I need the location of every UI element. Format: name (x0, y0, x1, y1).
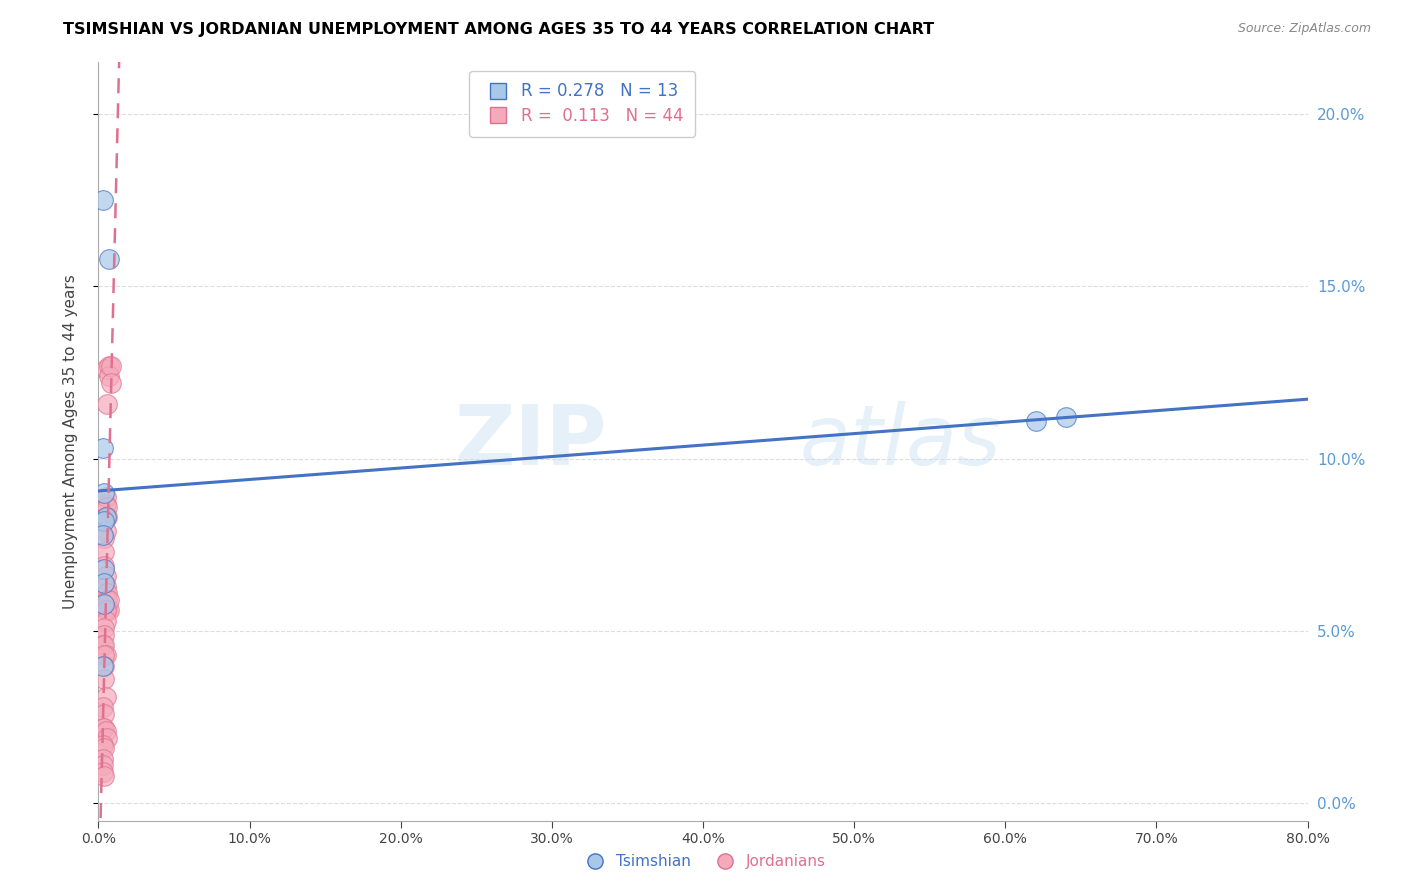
Point (98, 359, 121, 373)
Point (93, 627, 115, 641)
Point (91, 758, 114, 772)
Point (100, 359, 122, 373)
Point (93, 769, 115, 783)
Point (96, 586, 118, 600)
Point (96, 510, 118, 524)
Point (93, 658, 115, 673)
Point (91, 194, 114, 208)
Point (98, 603, 121, 617)
Point (93, 673, 115, 687)
Point (91, 721, 114, 735)
Point (96, 731, 118, 745)
Point (93, 486, 115, 500)
Text: atlas: atlas (800, 401, 1001, 482)
Point (91, 765, 114, 780)
Point (94, 579, 117, 593)
Point (93, 545, 115, 559)
Point (93, 575, 115, 590)
Legend: R = 0.278   N = 13, R =  0.113   N = 44: R = 0.278 N = 13, R = 0.113 N = 44 (470, 70, 695, 136)
Point (93, 741, 115, 756)
Point (100, 376, 122, 390)
Point (98, 593, 121, 607)
Point (93, 721, 115, 735)
Point (96, 593, 118, 607)
Point (94, 724, 117, 739)
Text: ZIP: ZIP (454, 401, 606, 482)
Point (93, 597, 115, 611)
Point (91, 738, 114, 752)
Point (94, 497, 117, 511)
Point (94, 490, 117, 504)
Point (94, 690, 117, 704)
Point (93, 531, 115, 545)
Legend: Tsimshian, Jordanians: Tsimshian, Jordanians (574, 848, 832, 875)
Point (91, 442, 114, 456)
Point (96, 500, 118, 514)
Point (98, 252, 121, 266)
Point (93, 558, 115, 573)
Point (91, 658, 114, 673)
Point (94, 524, 117, 538)
Point (93, 562, 115, 576)
Point (93, 514, 115, 528)
Point (94, 569, 117, 583)
Point (93, 706, 115, 721)
Point (93, 648, 115, 663)
Point (1024, 414, 1046, 428)
Point (98, 369, 121, 384)
Point (94, 603, 117, 617)
Text: TSIMSHIAN VS JORDANIAN UNEMPLOYMENT AMONG AGES 35 TO 44 YEARS CORRELATION CHART: TSIMSHIAN VS JORDANIAN UNEMPLOYMENT AMON… (63, 22, 935, 37)
Point (94, 362, 117, 376)
Text: Source: ZipAtlas.com: Source: ZipAtlas.com (1237, 22, 1371, 36)
Point (91, 751, 114, 765)
Point (91, 699, 114, 714)
Point (94, 614, 117, 628)
Point (94, 648, 117, 663)
Point (93, 621, 115, 635)
Point (93, 638, 115, 652)
Point (96, 603, 118, 617)
Point (96, 396, 118, 410)
Point (94, 510, 117, 524)
Y-axis label: Unemployment Among Ages 35 to 44 years: Unemployment Among Ages 35 to 44 years (63, 274, 77, 609)
Point (91, 638, 114, 652)
Point (1054, 410, 1077, 425)
Point (91, 527, 114, 541)
